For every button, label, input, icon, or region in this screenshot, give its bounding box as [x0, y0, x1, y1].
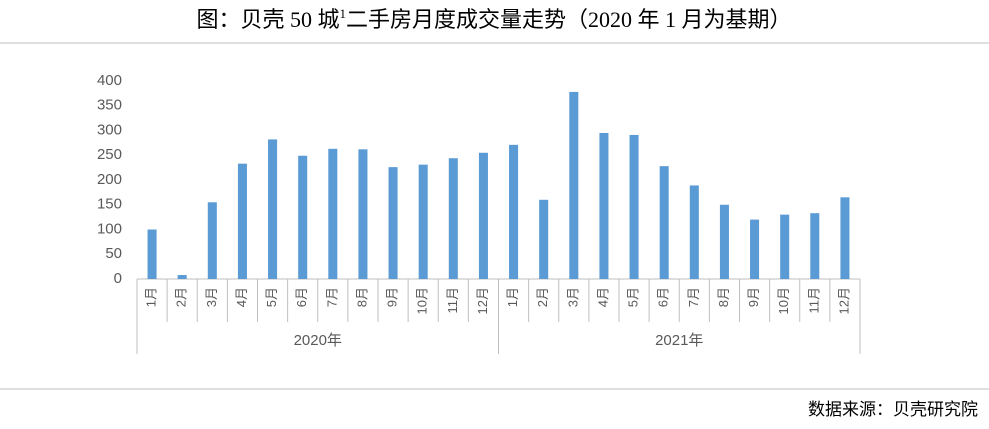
x-tick-label: 4月 — [234, 287, 249, 307]
y-tick-label: 150 — [97, 196, 122, 213]
bar — [177, 275, 187, 279]
bar — [328, 148, 338, 279]
bar — [629, 134, 639, 279]
chart-title: 图：贝壳 50 城1二手房月度成交量走势（2020 年 1 月为基期） — [196, 6, 791, 32]
x-tick-label: 3月 — [204, 287, 219, 307]
bar — [840, 197, 850, 279]
x-tick-label: 10月 — [776, 287, 791, 314]
bar — [448, 158, 458, 279]
bar — [388, 167, 398, 279]
x-tick-label: 6月 — [294, 287, 309, 307]
y-tick-label: 250 — [97, 146, 122, 163]
group-label: 2021年 — [655, 332, 703, 349]
x-tick-label: 7月 — [686, 287, 701, 307]
x-tick-label: 1月 — [144, 287, 159, 307]
title-part: 二手房月度成交量走势（2020 年 1 月为基期） — [346, 7, 792, 32]
x-tick-label: 6月 — [656, 287, 671, 307]
bar — [509, 144, 519, 279]
x-tick-label: 7月 — [324, 287, 339, 307]
y-tick-label: 350 — [97, 97, 122, 114]
bar — [268, 139, 278, 279]
x-tick-label: 1月 — [505, 287, 520, 307]
y-tick-label: 200 — [97, 171, 122, 188]
x-tick-label: 9月 — [385, 287, 400, 307]
x-tick-label: 8月 — [716, 287, 731, 307]
group-label: 2020年 — [294, 332, 342, 349]
x-tick-label: 2月 — [535, 287, 550, 307]
bar — [719, 204, 729, 279]
y-tick-label: 400 — [97, 72, 122, 89]
bar — [478, 152, 488, 279]
title-part: 图：贝壳 50 城 — [196, 7, 339, 32]
x-tick-label: 3月 — [565, 287, 580, 307]
source-note: 数据来源：贝壳研究院 — [808, 400, 978, 420]
y-tick-label: 50 — [105, 245, 122, 262]
bar — [780, 214, 790, 279]
x-tick-label: 4月 — [595, 287, 610, 307]
x-tick-label: 8月 — [354, 287, 369, 307]
x-tick-label: 12月 — [836, 287, 851, 314]
bar — [599, 132, 609, 279]
bar — [569, 91, 579, 279]
x-tick-label: 10月 — [415, 287, 430, 314]
x-tick-label: 11月 — [445, 287, 460, 314]
bar — [418, 164, 428, 279]
bar — [659, 166, 669, 279]
bar — [147, 229, 157, 279]
x-tick-label: 2月 — [174, 287, 189, 307]
y-tick-label: 300 — [97, 121, 122, 138]
x-tick-label: 5月 — [626, 287, 641, 307]
bar — [810, 213, 820, 279]
x-tick-label: 5月 — [264, 287, 279, 307]
bar — [298, 155, 308, 279]
bar — [358, 149, 368, 279]
bar — [207, 202, 217, 279]
bar — [750, 219, 760, 279]
x-tick-label: 12月 — [475, 287, 490, 314]
x-tick-label: 11月 — [806, 287, 821, 314]
y-tick-label: 100 — [97, 220, 122, 237]
bar — [539, 199, 549, 279]
x-tick-label: 9月 — [746, 287, 761, 307]
y-tick-label: 0 — [114, 270, 122, 287]
title-superscript: 1 — [340, 6, 347, 21]
bar — [237, 163, 247, 279]
bar — [689, 185, 699, 279]
